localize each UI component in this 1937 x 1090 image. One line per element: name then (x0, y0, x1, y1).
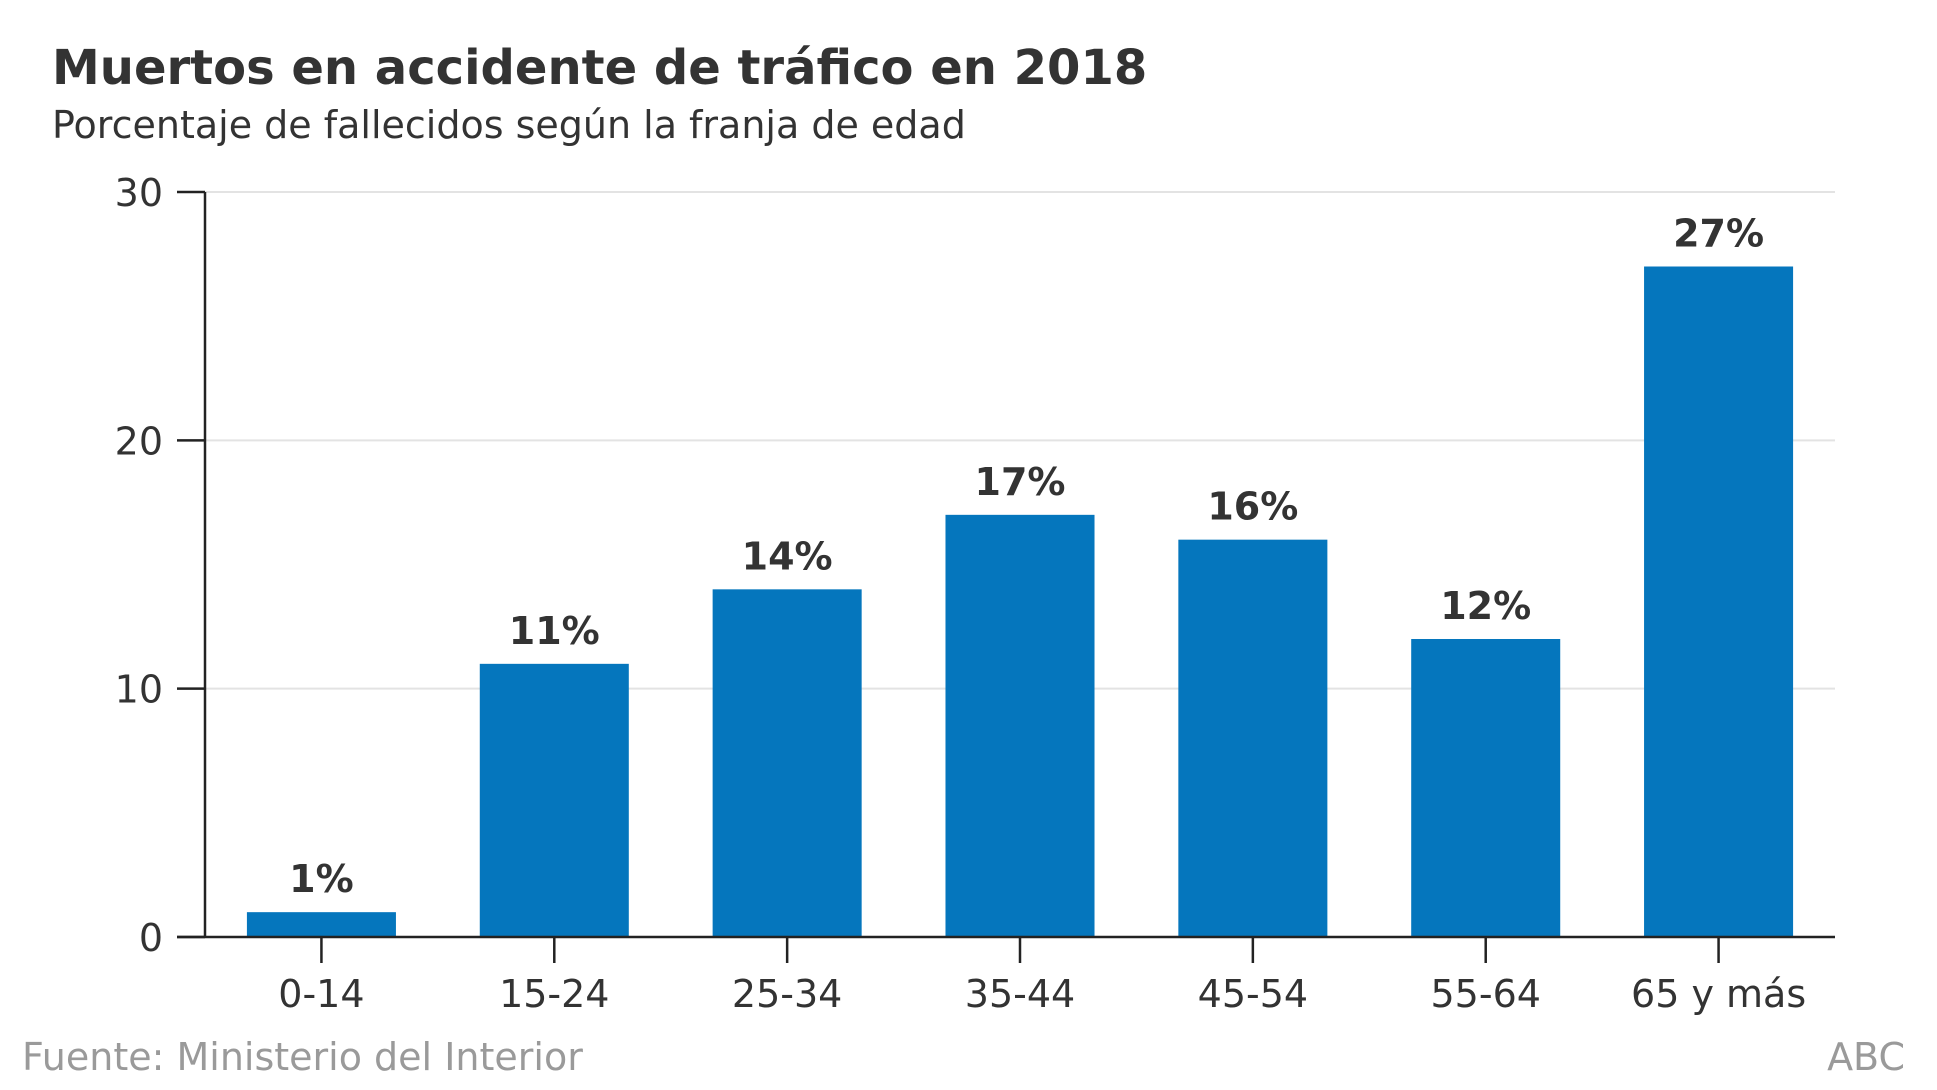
bar-45-54 (1178, 539, 1328, 937)
bar-15-24 (479, 663, 629, 937)
data-label: 11% (509, 609, 600, 653)
data-labels: 1% 11% 14% 17% 16% 12% 27% (289, 212, 1764, 902)
data-label: 1% (289, 857, 354, 901)
x-tick-label: 65 y más (1631, 972, 1806, 1016)
y-tick-label: 10 (115, 668, 163, 712)
chart-title: Muertos en accidente de tráfico en 2018 (52, 40, 1148, 96)
bar-35-44 (945, 514, 1095, 937)
x-tick-label: 15-24 (499, 972, 609, 1016)
y-tick-label: 30 (115, 171, 163, 215)
x-tick-label: 55-64 (1431, 972, 1541, 1016)
bar-65 y más (1644, 266, 1794, 937)
bar-25-34 (712, 589, 862, 937)
data-label: 17% (975, 460, 1066, 504)
data-label: 16% (1207, 485, 1298, 529)
data-label: 27% (1673, 212, 1764, 256)
bars (246, 266, 1794, 937)
y-tick-label: 0 (139, 916, 163, 960)
x-tick-label: 0-14 (278, 972, 364, 1016)
x-tick-label: 35-44 (965, 972, 1075, 1016)
x-tick-label: 25-34 (732, 972, 842, 1016)
source-note: Fuente: Ministerio del Interior (22, 1035, 583, 1079)
axes: 0 10 20 30 0-14 15-24 25-34 35-44 45-54 55-64 65 y… (115, 171, 1835, 1016)
data-label: 12% (1440, 584, 1531, 628)
bar-0-14 (246, 912, 396, 937)
data-label: 14% (742, 534, 833, 578)
chart-subtitle: Porcentaje de fallecidos según la franja… (52, 103, 966, 147)
y-tick-label: 20 (115, 419, 163, 463)
bar-55-64 (1411, 639, 1561, 937)
brand-mark: ABC (1827, 1035, 1905, 1079)
x-tick-label: 45-54 (1198, 972, 1308, 1016)
